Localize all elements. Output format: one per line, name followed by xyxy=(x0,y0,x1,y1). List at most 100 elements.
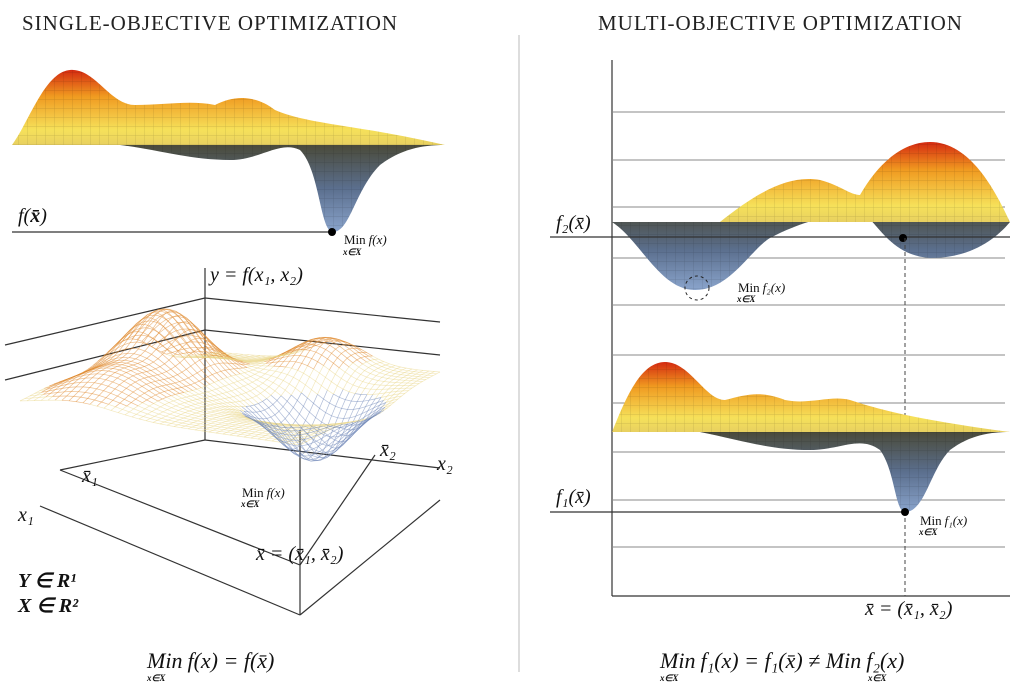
mesh-line xyxy=(314,369,320,373)
mesh-line xyxy=(316,381,322,386)
mesh-line xyxy=(306,357,312,359)
f-label: f(x̄) xyxy=(18,205,47,227)
mesh-line xyxy=(160,424,167,425)
mesh-line xyxy=(143,333,148,335)
mesh-line xyxy=(221,370,225,371)
mesh-line xyxy=(230,420,237,421)
mesh-line xyxy=(335,440,339,442)
mesh-line xyxy=(138,332,143,333)
mesh-line xyxy=(138,363,145,366)
mesh-line xyxy=(277,378,283,381)
mesh-line xyxy=(158,386,162,387)
mesh-line xyxy=(235,388,239,390)
mesh-line xyxy=(184,380,191,385)
mesh-line xyxy=(397,369,403,370)
mesh-line xyxy=(122,373,127,376)
min-label: Minf₁(x) xyxy=(920,513,967,528)
mesh-line xyxy=(111,389,116,393)
mesh-line xyxy=(431,373,437,374)
mesh-line xyxy=(208,377,214,383)
mesh-line xyxy=(391,376,397,377)
mesh-line xyxy=(395,366,401,367)
mesh-line xyxy=(32,398,39,399)
mesh-line xyxy=(95,395,100,400)
mesh-line xyxy=(239,427,246,428)
mesh-line xyxy=(140,351,145,356)
mesh-line xyxy=(332,406,336,416)
mesh-line xyxy=(90,404,97,406)
mesh-line xyxy=(316,343,322,345)
mesh-line xyxy=(124,378,129,381)
mesh-line xyxy=(104,404,109,408)
mesh-line xyxy=(233,397,239,402)
mesh-line xyxy=(134,409,141,412)
mesh-line xyxy=(324,359,328,366)
mesh-line xyxy=(343,382,347,389)
mesh-line xyxy=(259,383,263,386)
mesh-line xyxy=(170,327,175,332)
mesh-line xyxy=(164,379,171,384)
mesh-line xyxy=(111,366,118,367)
mesh-line xyxy=(130,342,136,343)
mesh-line xyxy=(203,415,210,417)
mesh-line xyxy=(312,352,316,359)
mesh-line xyxy=(338,408,342,417)
mesh-line xyxy=(152,354,159,358)
mesh-line xyxy=(208,401,215,404)
mesh-line xyxy=(120,368,125,370)
mesh-line xyxy=(397,375,401,377)
mesh-line xyxy=(197,370,201,373)
mesh-line xyxy=(169,377,173,379)
mesh-line xyxy=(367,360,371,362)
mesh-line xyxy=(135,369,142,373)
mesh-line xyxy=(131,371,138,374)
mesh-line xyxy=(242,380,248,385)
mesh-line xyxy=(171,422,175,424)
mesh-line xyxy=(221,371,227,377)
mesh-line xyxy=(173,345,179,347)
mesh-line xyxy=(242,378,246,380)
mesh-line xyxy=(154,401,158,403)
mesh-line xyxy=(246,424,253,425)
mesh-line xyxy=(171,383,175,384)
mesh-line xyxy=(158,387,165,391)
mesh-line xyxy=(127,406,134,409)
mesh-line xyxy=(163,410,167,412)
mesh-line xyxy=(374,368,378,370)
mesh-line xyxy=(224,415,231,416)
mesh-line xyxy=(163,354,170,360)
mesh-line xyxy=(359,367,365,371)
mesh-line xyxy=(345,349,349,351)
mesh-line xyxy=(218,393,222,394)
mesh-line xyxy=(374,371,380,373)
mesh-line xyxy=(240,373,244,374)
mesh-line xyxy=(131,382,135,385)
mesh-line xyxy=(234,369,240,374)
mesh-line xyxy=(182,356,188,357)
mesh-line xyxy=(115,373,122,376)
mesh-line xyxy=(145,351,152,354)
mesh-line xyxy=(185,413,192,415)
mesh-line xyxy=(424,377,430,378)
mesh-line xyxy=(339,368,345,372)
mesh-line xyxy=(398,383,402,386)
mesh-line xyxy=(108,386,115,389)
mesh-line xyxy=(133,374,138,376)
mesh-line xyxy=(90,400,95,404)
mesh-line xyxy=(283,375,287,381)
mesh-line xyxy=(129,365,134,366)
mesh-line xyxy=(180,418,184,420)
mesh-line xyxy=(333,394,339,397)
mesh-line xyxy=(345,392,349,400)
mesh-line xyxy=(167,408,171,410)
mesh-line xyxy=(81,392,86,397)
mesh-line xyxy=(372,364,376,366)
mesh-line xyxy=(206,418,213,419)
mesh-line xyxy=(174,412,181,414)
mesh-line xyxy=(184,418,191,420)
mesh-line xyxy=(172,406,176,408)
mesh-line xyxy=(122,375,129,378)
mesh-line xyxy=(320,366,324,374)
mesh-line xyxy=(275,386,279,391)
mesh-line xyxy=(161,349,167,352)
